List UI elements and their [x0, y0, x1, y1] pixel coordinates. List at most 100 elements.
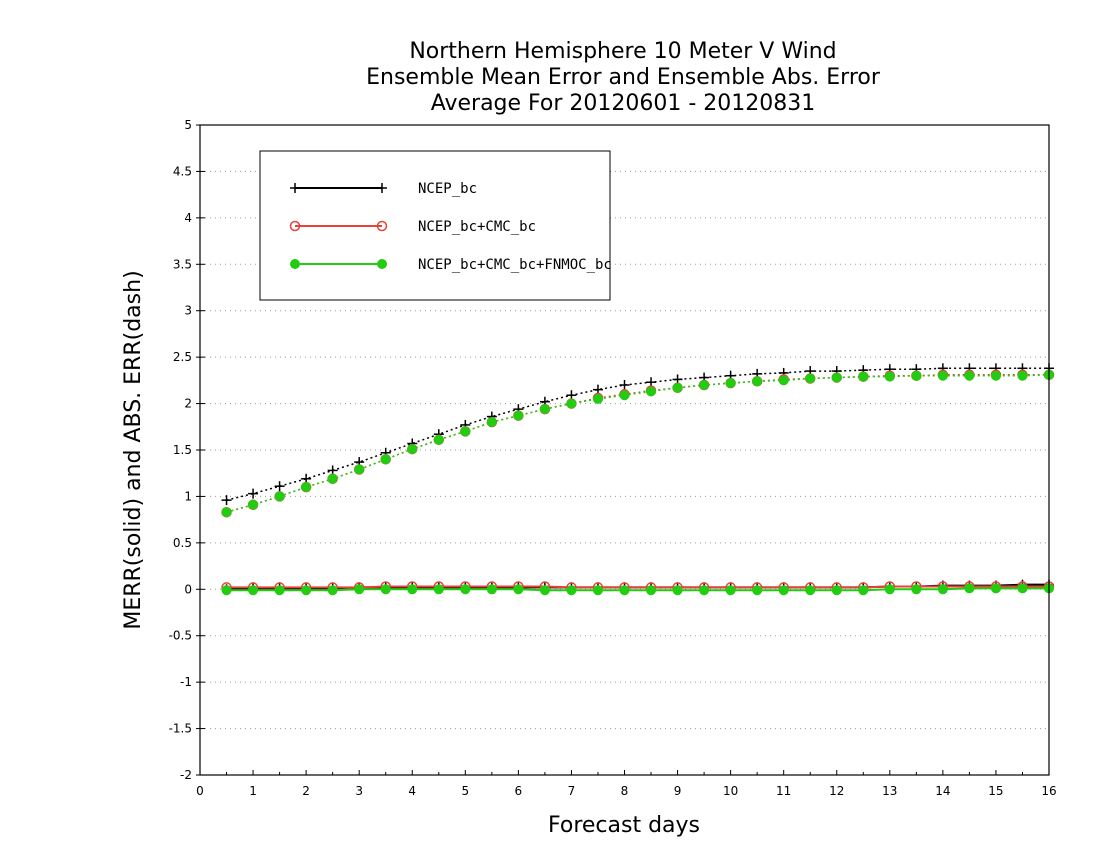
y-tick-label: 2.5 [173, 350, 192, 364]
abs-err-point-ncep-bc-cmc-bc-fnmoc-bc [354, 464, 365, 475]
x-tick-label: 1 [249, 784, 257, 798]
abs-err-point-ncep-bc-cmc-bc-fnmoc-bc [380, 454, 391, 465]
abs-err-point-ncep-bc-cmc-bc-fnmoc-bc [486, 417, 497, 428]
mean-err-point-ncep-bc-cmc-bc-fnmoc-bc [858, 585, 869, 596]
legend-label-ncep-bc: NCEP_bc [418, 181, 477, 197]
abs-err-point-ncep-bc-cmc-bc-fnmoc-bc [990, 370, 1001, 381]
x-tick-label: 4 [408, 784, 416, 798]
abs-err-point-ncep-bc-cmc-bc-fnmoc-bc [699, 380, 710, 390]
y-tick-label: 1.5 [173, 443, 192, 457]
abs-err-point-ncep-bc [221, 495, 232, 506]
y-tick-label: 0.5 [173, 536, 192, 550]
mean-err-point-ncep-bc-cmc-bc-fnmoc-bc [884, 584, 895, 595]
mean-err-point-ncep-bc-cmc-bc-fnmoc-bc [354, 584, 365, 595]
mean-err-point-ncep-bc-cmc-bc-fnmoc-bc [513, 584, 524, 595]
abs-err-point-ncep-bc-cmc-bc-fnmoc-bc [407, 444, 418, 455]
y-tick-label: -1.5 [169, 722, 192, 736]
abs-err-line-ncep-bc-cmc-bc-fnmoc-bc [226, 374, 1050, 513]
abs-err-point-ncep-bc-cmc-bc-fnmoc-bc [858, 371, 869, 382]
mean-err-point-ncep-bc-cmc-bc-fnmoc-bc [433, 584, 444, 595]
mean-err-line-ncep-bc-cmc-bc [226, 585, 1049, 589]
x-tick-label: 6 [515, 784, 523, 798]
x-tick-label: 5 [461, 784, 469, 798]
mean-err-point-ncep-bc-cmc-bc-fnmoc-bc [752, 585, 763, 596]
mean-err-point-ncep-bc-cmc-bc-fnmoc-bc [327, 585, 338, 596]
legend-label-ncep-bc-cmc-bc-fnmoc-bc: NCEP_bc+CMC_bc+FNMOC_bc [418, 257, 612, 273]
x-tick-label: 13 [882, 784, 897, 798]
abs-err-point-ncep-bc-cmc-bc-fnmoc-bc [566, 398, 577, 409]
abs-err-point-ncep-bc-cmc-bc-fnmoc-bc [274, 491, 285, 502]
mean-err-point-ncep-bc-cmc-bc-fnmoc-bc [460, 584, 471, 595]
abs-err-point-ncep-bc [248, 488, 259, 499]
mean-err-point-ncep-bc-cmc-bc-fnmoc-bc [221, 585, 232, 596]
mean-err-point-ncep-bc-cmc-bc-fnmoc-bc [778, 585, 789, 596]
abs-err-point-ncep-bc-cmc-bc-fnmoc-bc [619, 390, 630, 401]
mean-err-point-ncep-bc-cmc-bc-fnmoc-bc [407, 584, 418, 595]
y-tick-label: 1 [184, 489, 192, 503]
abs-err-point-ncep-bc [274, 481, 285, 492]
title-line-3: Average For 20120601 - 20120831 [431, 91, 816, 116]
y-tick-label: 5 [184, 118, 192, 132]
abs-err-point-ncep-bc-cmc-bc-fnmoc-bc [513, 410, 524, 421]
mean-err-point-ncep-bc-cmc-bc-fnmoc-bc [592, 585, 603, 596]
series-markers [221, 363, 1055, 596]
x-tick-label: 11 [776, 784, 791, 798]
mean-err-point-ncep-bc-cmc-bc-fnmoc-bc [380, 584, 391, 595]
abs-err-point-ncep-bc-cmc-bc-fnmoc-bc [539, 404, 550, 415]
y-tick-label: 4.5 [173, 164, 192, 178]
abs-err-point-ncep-bc-cmc-bc-fnmoc-bc [221, 507, 232, 518]
mean-err-point-ncep-bc-cmc-bc-fnmoc-bc [831, 585, 842, 596]
mean-err-point-ncep-bc-cmc-bc-fnmoc-bc [699, 585, 710, 596]
chart-title: Northern Hemisphere 10 Meter V Wind Ense… [366, 39, 881, 116]
legend-marker-ncep-bc [290, 183, 300, 193]
abs-err-point-ncep-bc-cmc-bc-fnmoc-bc [937, 370, 948, 381]
y-tick-label: 3.5 [173, 257, 192, 271]
y-tick-label: -1 [180, 675, 192, 689]
legend: NCEP_bc NCEP_bc+CMC_bc NCEP_bc+CMC_bc+FNMO… [259, 150, 612, 301]
abs-err-point-ncep-bc-cmc-bc-fnmoc-bc [725, 378, 736, 389]
x-tick-label: 10 [723, 784, 738, 798]
x-axis-title: Forecast days [548, 813, 700, 838]
y-tick-label: -2 [180, 768, 192, 782]
abs-err-point-ncep-bc-cmc-bc-fnmoc-bc [805, 373, 816, 384]
mean-err-point-ncep-bc-cmc-bc-fnmoc-bc [672, 585, 683, 596]
legend-marker-ncep-bc-cmc-bc-fnmoc-bc [377, 259, 387, 269]
legend-label-ncep-bc-cmc-bc: NCEP_bc+CMC_bc [418, 219, 536, 235]
abs-err-line-ncep-bc-cmc-bc [226, 374, 1049, 513]
abs-err-point-ncep-bc-cmc-bc-fnmoc-bc [1017, 370, 1028, 381]
mean-err-point-ncep-bc-cmc-bc-fnmoc-bc [539, 585, 550, 596]
abs-err-point-ncep-bc-cmc-bc-fnmoc-bc [592, 393, 603, 404]
abs-err-point-ncep-bc-cmc-bc-fnmoc-bc [248, 499, 259, 510]
legend-marker-ncep-bc [377, 183, 387, 193]
x-tick-label: 2 [302, 784, 310, 798]
abs-err-line-ncep-bc [226, 367, 1049, 501]
mean-err-point-ncep-bc-cmc-bc-fnmoc-bc [619, 585, 630, 596]
x-tick-label: 16 [1041, 784, 1056, 798]
abs-err-point-ncep-bc-cmc-bc-fnmoc-bc [646, 386, 657, 397]
x-axis: 0 1 2 3 4 5 6 7 8 9 10 11 12 13 14 15 16 [196, 770, 1057, 798]
legend-marker-ncep-bc-cmc-bc [376, 220, 388, 232]
x-tick-label: 3 [355, 784, 363, 798]
mean-err-point-ncep-bc-cmc-bc-fnmoc-bc [937, 584, 948, 595]
abs-err-point-ncep-bc-cmc-bc-fnmoc-bc [327, 473, 338, 484]
abs-err-point-ncep-bc-cmc-bc-fnmoc-bc [433, 434, 444, 445]
y-tick-label: 0 [184, 582, 192, 596]
abs-err-point-ncep-bc-cmc-bc-fnmoc-bc [831, 372, 842, 383]
x-tick-label: 12 [829, 784, 844, 798]
abs-err-point-ncep-bc-cmc-bc-fnmoc-bc [301, 482, 312, 493]
mean-err-point-ncep-bc-cmc-bc-fnmoc-bc [274, 585, 285, 596]
x-tick-label: 8 [621, 784, 629, 798]
mean-err-point-ncep-bc-cmc-bc-fnmoc-bc [248, 585, 259, 596]
y-tick-label: 4 [184, 211, 192, 225]
x-tick-label: 15 [988, 784, 1003, 798]
abs-err-point-ncep-bc [619, 380, 630, 390]
x-tick-label: 0 [196, 784, 204, 798]
title-line-1: Northern Hemisphere 10 Meter V Wind [409, 39, 836, 64]
y-tick-label: 3 [184, 304, 192, 318]
mean-err-point-ncep-bc-cmc-bc-fnmoc-bc [486, 584, 497, 595]
abs-err-point-ncep-bc-cmc-bc-fnmoc-bc [964, 370, 975, 381]
abs-err-point-ncep-bc-cmc-bc-fnmoc-bc [911, 370, 922, 381]
mean-err-point-ncep-bc-cmc-bc-fnmoc-bc [301, 585, 312, 596]
abs-err-point-ncep-bc-cmc-bc-fnmoc-bc [752, 376, 763, 387]
abs-err-point-ncep-bc-cmc-bc-fnmoc-bc [778, 375, 789, 386]
